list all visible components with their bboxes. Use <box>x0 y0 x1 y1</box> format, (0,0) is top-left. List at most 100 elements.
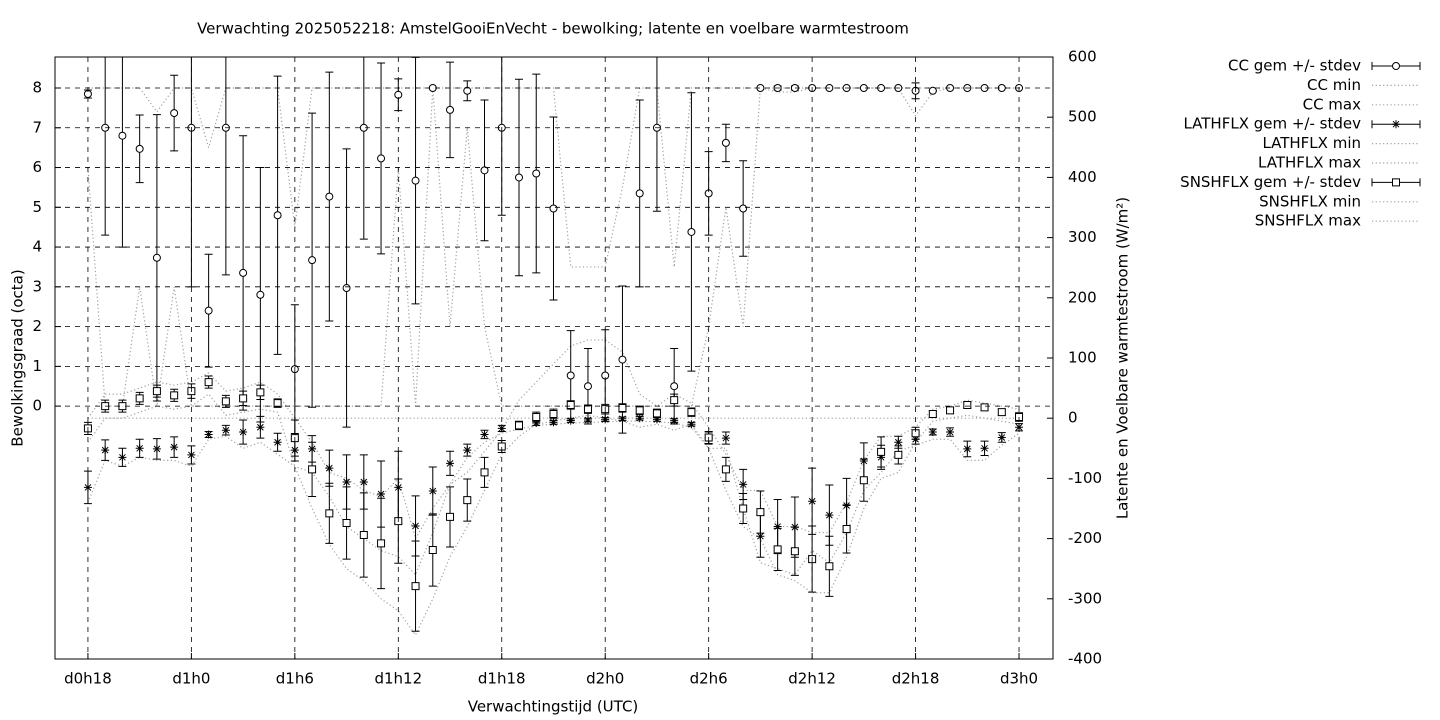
marker <box>532 169 541 178</box>
marker <box>652 409 661 418</box>
marker <box>739 480 748 489</box>
x-tick-label: d3h0 <box>1000 670 1038 688</box>
legend-label: LATHFLX min <box>1262 134 1361 152</box>
x-tick-label: d2h6 <box>690 670 728 688</box>
y2-tick-label: -300 <box>1068 589 1102 607</box>
dotted-line <box>87 87 1020 268</box>
marker <box>532 412 541 421</box>
marker <box>256 290 265 299</box>
marker <box>877 447 886 456</box>
x-tick-label: d2h12 <box>788 670 836 688</box>
marker <box>790 547 799 556</box>
y2-tick-label: -400 <box>1068 650 1102 668</box>
marker <box>859 476 868 485</box>
marker <box>170 109 179 118</box>
marker <box>670 382 679 391</box>
marker <box>721 138 730 147</box>
marker <box>997 408 1006 417</box>
marker <box>256 388 265 397</box>
marker <box>928 409 937 418</box>
marker <box>946 406 955 415</box>
marker <box>514 421 523 430</box>
marker <box>583 405 592 414</box>
marker <box>394 90 403 99</box>
marker <box>549 418 558 427</box>
y-tick-label: 0 <box>32 397 42 415</box>
marker <box>566 416 575 425</box>
marker <box>549 204 558 213</box>
legend-label: CC gem +/- stdev <box>1228 57 1361 75</box>
y-tick-label: 2 <box>32 317 42 335</box>
y2-tick-label: 500 <box>1068 108 1097 126</box>
marker <box>359 530 368 539</box>
y2-tick-label: 400 <box>1068 168 1097 186</box>
marker <box>308 465 317 474</box>
marker <box>739 504 748 513</box>
marker <box>325 509 334 518</box>
marker <box>963 444 972 453</box>
marker <box>704 189 713 198</box>
marker <box>721 465 730 474</box>
marker <box>497 442 506 451</box>
legend-marker <box>1392 120 1400 129</box>
marker <box>325 464 334 473</box>
x-tick-label: d0h18 <box>64 670 112 688</box>
marker <box>221 397 230 406</box>
marker <box>566 371 575 380</box>
marker <box>118 402 127 411</box>
y2-tick-label: 100 <box>1068 349 1097 367</box>
marker <box>635 406 644 415</box>
x-tick-label: d1h0 <box>172 670 210 688</box>
marker <box>428 487 437 496</box>
y2-tick-label: -200 <box>1068 529 1102 547</box>
marker <box>204 306 213 315</box>
legend-label: CC min <box>1307 76 1361 94</box>
x-tick-label: d1h18 <box>478 670 526 688</box>
marker <box>187 450 196 459</box>
marker <box>101 446 110 455</box>
marker <box>963 400 972 409</box>
marker <box>756 532 765 541</box>
marker <box>152 387 161 396</box>
marker <box>825 562 834 571</box>
marker <box>997 433 1006 442</box>
marker <box>601 371 610 380</box>
marker <box>83 89 92 98</box>
marker <box>446 105 455 114</box>
x-tick-label: d2h18 <box>892 670 940 688</box>
y-tick-label: 5 <box>32 198 42 216</box>
marker <box>377 154 386 163</box>
marker <box>618 414 627 423</box>
marker <box>204 430 213 439</box>
legend-label: SNSHFLX max <box>1255 212 1361 230</box>
marker <box>463 446 472 455</box>
marker <box>342 478 351 487</box>
marker <box>135 444 144 453</box>
legend-label: LATHFLX max <box>1258 154 1361 172</box>
marker <box>946 84 955 93</box>
y-tick-label: 3 <box>32 277 42 295</box>
legend-marker <box>1392 178 1400 187</box>
marker <box>308 256 317 265</box>
marker <box>411 521 420 530</box>
marker <box>446 459 455 468</box>
marker <box>135 394 144 403</box>
marker <box>825 511 834 520</box>
marker <box>773 545 782 554</box>
marker <box>928 428 937 437</box>
legend-label: CC max <box>1303 95 1362 113</box>
marker <box>273 438 282 447</box>
marker <box>377 539 386 548</box>
marker <box>221 426 230 435</box>
y-tick-label: 7 <box>32 118 42 136</box>
marker <box>118 453 127 462</box>
marker <box>635 414 644 423</box>
marker <box>756 84 765 93</box>
marker <box>480 430 489 439</box>
marker <box>411 176 420 185</box>
marker <box>170 391 179 400</box>
marker <box>549 409 558 418</box>
